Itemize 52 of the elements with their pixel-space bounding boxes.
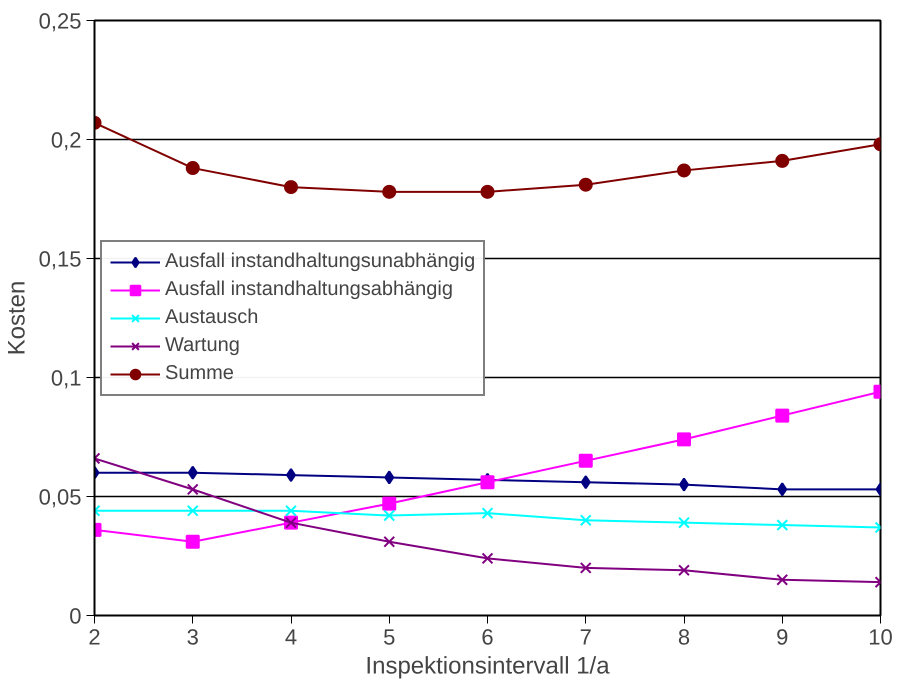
point <box>383 536 396 548</box>
y-tick-label: 0,25 <box>38 8 82 34</box>
point <box>578 178 593 192</box>
point <box>186 504 199 517</box>
y-tick-label: 0,1 <box>50 366 82 390</box>
point <box>285 504 297 517</box>
point <box>482 507 494 520</box>
x-tick-label: 7 <box>580 624 592 650</box>
x-axis-title: Inspektionsintervall 1/a <box>365 652 610 680</box>
legend-label: Ausfall instandhaltungsabhängig <box>165 278 453 302</box>
y-axis-title: Kosten <box>4 280 31 356</box>
point <box>480 184 494 199</box>
y-tick-label: 0,05 <box>38 484 82 510</box>
point <box>677 432 691 446</box>
point <box>384 470 394 484</box>
point <box>775 408 790 423</box>
x-tick-label: 5 <box>383 624 396 650</box>
y-tick-label: 0,15 <box>38 246 82 272</box>
legend-label: Austausch <box>165 306 258 330</box>
x-tick-label: 6 <box>481 624 494 650</box>
point <box>678 516 690 529</box>
point <box>777 482 788 496</box>
legend-label: Summe <box>165 362 234 386</box>
point <box>382 496 396 511</box>
y-tick-label: 0,2 <box>50 128 82 152</box>
legend-label: Wartung <box>165 334 240 358</box>
x-tick-label: 8 <box>678 624 690 650</box>
point <box>284 180 298 194</box>
point <box>482 552 494 564</box>
point <box>580 562 592 574</box>
point <box>776 519 788 532</box>
point <box>186 161 200 176</box>
point <box>383 510 396 522</box>
point <box>775 154 790 168</box>
point <box>580 514 592 526</box>
point <box>678 564 690 576</box>
point <box>186 534 200 549</box>
x-tick-label: 9 <box>776 624 788 650</box>
point <box>480 475 494 490</box>
x-tick-label: 2 <box>88 624 101 650</box>
x-tick-label: 4 <box>284 624 298 650</box>
x-tick-label: 3 <box>186 624 199 650</box>
legend-label: Ausfall instandhaltungsunabhängig <box>165 250 476 274</box>
point <box>186 483 199 496</box>
point <box>580 475 591 490</box>
point <box>382 184 396 199</box>
point <box>188 466 198 480</box>
y-tick-label: 0 <box>69 604 82 628</box>
point <box>677 163 691 178</box>
x-tick-label: 10 <box>868 624 893 650</box>
point <box>578 454 593 468</box>
point <box>776 574 788 586</box>
